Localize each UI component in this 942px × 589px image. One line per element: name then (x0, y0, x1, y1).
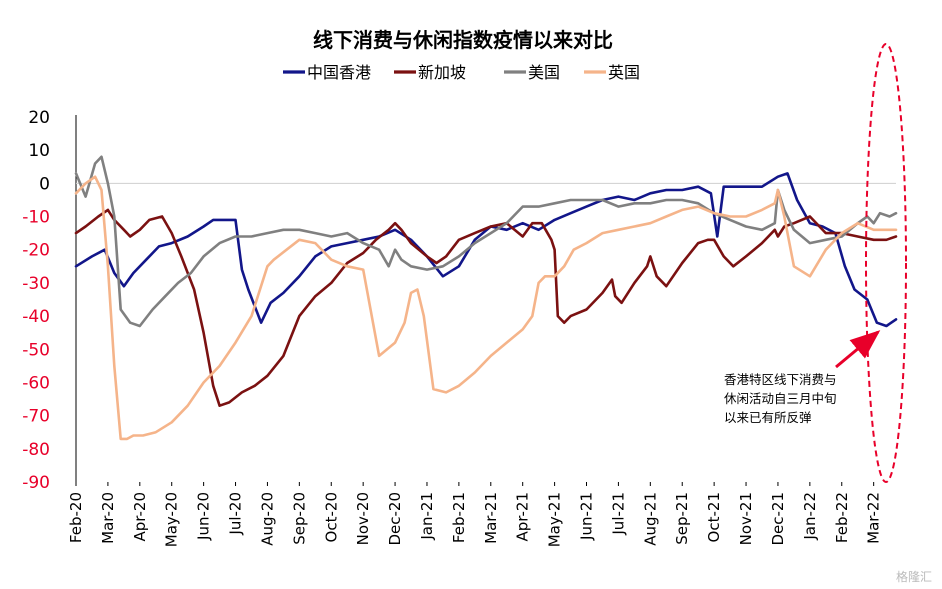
x-tick-label: Dec-20 (386, 492, 404, 546)
x-tick-label: May-21 (546, 492, 564, 547)
y-tick-label: -60 (22, 373, 50, 393)
legend-label-1: 新加坡 (418, 63, 466, 82)
series-line-0 (74, 172, 898, 328)
x-tick-label: Mar-21 (482, 492, 500, 544)
y-tick-label: -70 (22, 407, 50, 427)
y-tick-label: 0 (39, 174, 50, 194)
y-tick-label: -10 (22, 208, 50, 228)
x-tick-label: Sep-21 (673, 492, 691, 545)
series-group (74, 155, 898, 441)
y-tick-label: 10 (28, 141, 50, 161)
legend-label-2: 美国 (528, 63, 560, 82)
series-line-2 (74, 155, 898, 328)
x-tick-label: Aug-20 (258, 492, 276, 546)
x-tick-label: Oct-20 (322, 492, 340, 542)
x-tick-label: Jun-21 (578, 492, 596, 541)
x-tick-label: Mar-20 (99, 492, 117, 544)
x-tick-label: May-20 (163, 492, 181, 547)
x-tick-label: Aug-21 (641, 492, 659, 546)
x-tick-label: Apr-20 (131, 492, 149, 542)
x-tick-label: Mar-22 (865, 492, 883, 544)
x-tick-label: Jan-22 (801, 492, 819, 541)
x-tick-label: Feb-22 (833, 492, 851, 543)
y-tick-label: -30 (22, 274, 50, 294)
series-line-3 (74, 175, 898, 441)
x-tick-label: Dec-21 (769, 492, 787, 546)
x-tick-label: Jan-21 (418, 492, 436, 541)
x-tick-label: Oct-21 (705, 492, 723, 542)
y-tick-label: -90 (22, 473, 50, 493)
x-tick-label: Nov-21 (737, 492, 755, 545)
legend-label-3: 英国 (608, 63, 640, 82)
y-tick-label: -20 (22, 241, 50, 261)
legend-label-0: 中国香港 (307, 63, 371, 82)
highlight-ellipse (865, 43, 907, 483)
legend: 中国香港 新加坡 美国 英国 (283, 63, 640, 82)
chart-title: 线下消费与休闲指数疫情以来对比 (313, 28, 613, 52)
y-tick-label: -40 (22, 307, 50, 327)
annotation-line: 以来已有所反弹 (724, 410, 812, 425)
x-tick-label: Feb-21 (450, 492, 468, 543)
y-tick-label: -50 (22, 340, 50, 360)
x-tick-label: Feb-20 (67, 492, 85, 543)
watermark: 格隆汇 (895, 570, 932, 584)
x-tick-label: Sep-20 (290, 492, 308, 545)
annotation-arrow (835, 330, 881, 369)
x-tick-label: Apr-21 (514, 492, 532, 542)
annotation-line: 香港特区线下消费与 (724, 372, 837, 387)
axes: 20 10 0 -10 -20 -30 -40 -50 -60 -70 -80 -90 Feb-20 Ma… (22, 108, 896, 547)
x-tick-label: Jul-21 (609, 492, 627, 536)
x-tick-label: Nov-20 (354, 492, 372, 545)
x-tick-label: Jun-20 (195, 492, 213, 541)
x-tick-label: Jul-20 (227, 492, 245, 536)
y-tick-label: 20 (28, 108, 50, 128)
y-tick-label: -80 (22, 440, 50, 460)
annotation-line: 休闲活动自三月中旬 (724, 391, 837, 406)
